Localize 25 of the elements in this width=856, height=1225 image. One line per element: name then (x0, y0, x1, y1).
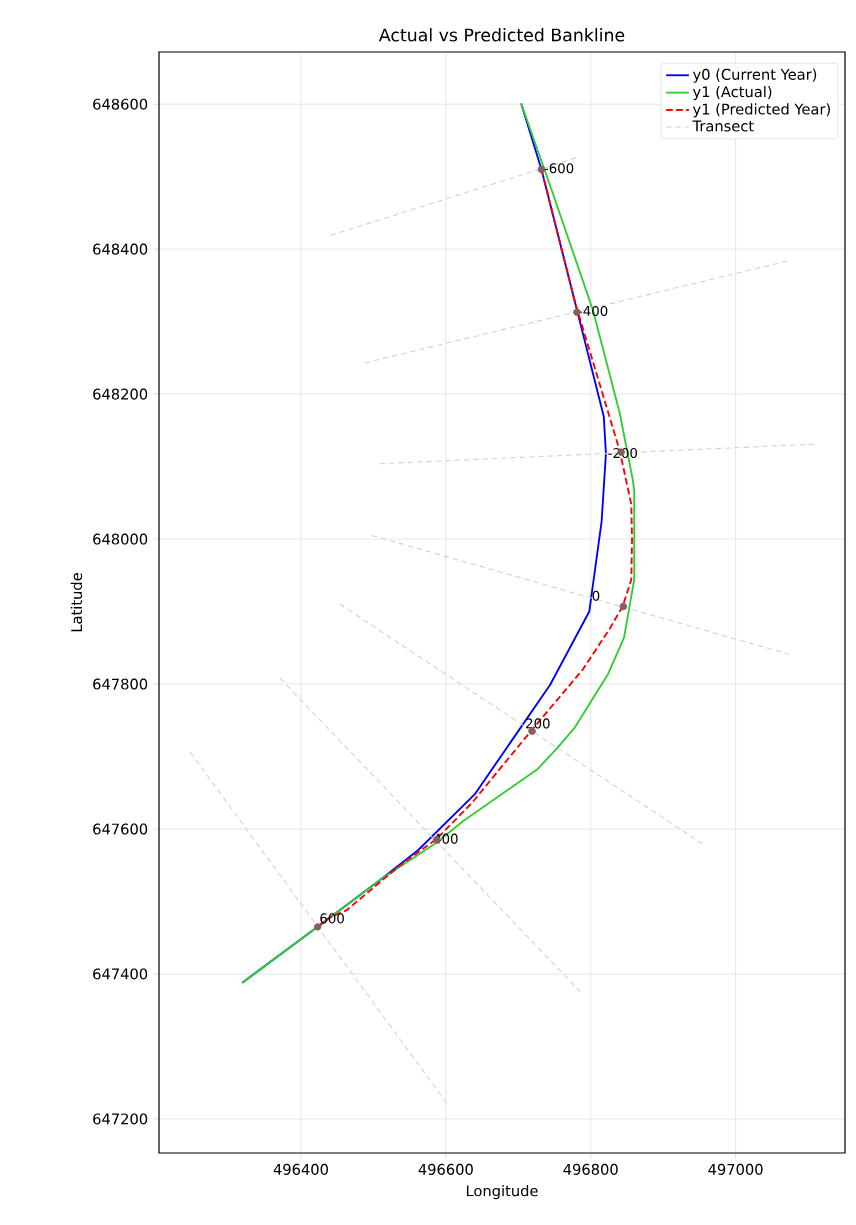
y-tick-label: 647600 (93, 823, 148, 835)
y-tick-label: 648000 (93, 533, 148, 545)
point (619, 602, 628, 611)
y-tick-label: 648200 (93, 388, 148, 400)
legend-label: y1 (Predicted Year) (692, 103, 830, 118)
legend-label: y0 (Current Year) (692, 68, 817, 83)
y-tick-label: 647200 (93, 1113, 148, 1125)
legend-label: Transect (692, 120, 754, 132)
y-tick-label: 647400 (93, 968, 148, 980)
x-axis-title: Longitude (466, 1184, 538, 1200)
x-tick-label: 496800 (563, 1163, 618, 1175)
chart-title: Actual vs Predicted Bankline (378, 28, 625, 42)
point (313, 923, 322, 931)
annotation: -600 (544, 163, 574, 174)
annotation: 200 (526, 718, 550, 729)
annotation: -400 (578, 305, 608, 317)
y-tick-label: 648400 (93, 243, 148, 255)
y-tick-label: 647800 (93, 678, 148, 690)
x-tick-label: 496400 (273, 1163, 328, 1175)
x-tick-label: 497000 (708, 1163, 763, 1175)
legend-label: y1 (Actual) (692, 85, 772, 101)
y-tick-label: 648600 (93, 98, 148, 110)
x-tick-label: 496600 (418, 1163, 473, 1175)
y-axis-title: Latitude (70, 573, 83, 632)
annotation: 0 (592, 590, 600, 601)
